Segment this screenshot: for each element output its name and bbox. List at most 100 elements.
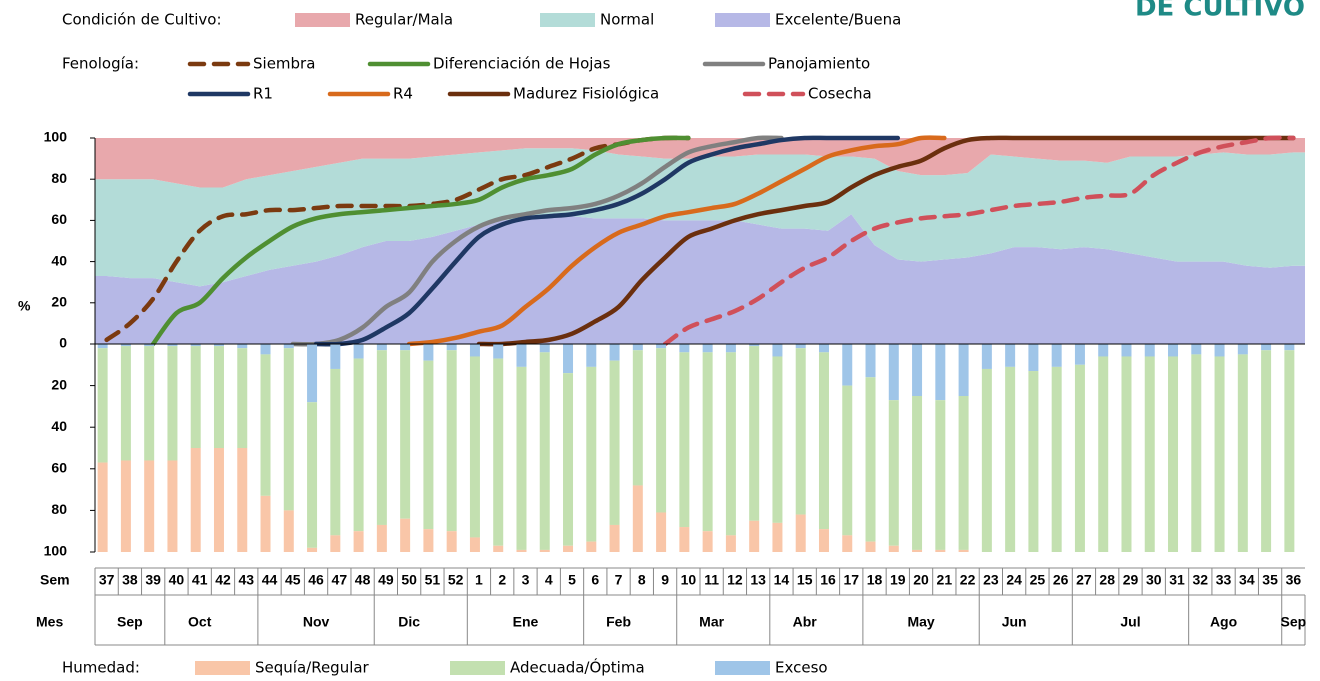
line	[662, 135, 1296, 347]
x-tick-label: 4	[545, 572, 553, 588]
bar	[469, 356, 480, 538]
title-fragment: DE CULTIVO	[1135, 0, 1305, 23]
y-tick-label: 60	[51, 460, 67, 476]
bar	[353, 531, 364, 552]
legend-label: Sequía/Regular	[255, 659, 370, 677]
month-label: Mar	[699, 614, 724, 630]
bar	[190, 346, 201, 448]
bar	[97, 462, 108, 552]
bar	[865, 541, 876, 552]
area	[95, 138, 1305, 188]
month-axis-label: Mes	[36, 614, 63, 630]
y-tick-label: 100	[44, 543, 68, 559]
line	[313, 135, 901, 347]
bar	[353, 358, 364, 532]
y-tick-label: 80	[51, 501, 67, 517]
month-label: Nov	[303, 614, 330, 630]
x-tick-label: 19	[890, 572, 906, 588]
bar	[842, 385, 853, 536]
bar	[1144, 344, 1155, 357]
bar	[330, 368, 341, 536]
bar	[632, 344, 643, 351]
month-label: Abr	[793, 614, 818, 630]
bar	[656, 348, 667, 513]
bar	[237, 344, 248, 349]
bar	[493, 545, 504, 552]
bar	[772, 344, 783, 357]
month-label: Ago	[1210, 614, 1237, 630]
y-tick-label: 100	[44, 129, 68, 145]
bar	[283, 510, 294, 552]
x-tick-label: 26	[1053, 572, 1069, 588]
x-tick-label: 45	[285, 572, 301, 588]
month-label: Feb	[606, 614, 631, 630]
x-tick-label: 31	[1169, 572, 1185, 588]
bar	[656, 512, 667, 552]
bar	[818, 352, 829, 530]
bar	[376, 350, 387, 525]
bar	[1074, 344, 1085, 365]
bar	[307, 402, 318, 548]
bar	[772, 522, 783, 552]
bar	[725, 344, 736, 353]
bar	[865, 377, 876, 542]
bar	[818, 529, 829, 552]
legend-swatch	[715, 13, 770, 27]
bar	[469, 537, 480, 552]
bar	[1028, 371, 1039, 552]
x-tick-label: 11	[704, 572, 719, 588]
bar	[702, 344, 713, 353]
x-tick-label: 12	[727, 572, 743, 588]
x-tick-label: 41	[192, 572, 208, 588]
bar	[888, 400, 899, 546]
bar	[912, 549, 923, 552]
legend-swatch	[295, 13, 350, 27]
bar	[563, 373, 574, 546]
x-tick-label: 47	[332, 572, 348, 588]
y-tick-label: 80	[51, 170, 67, 186]
month-label: Jul	[1120, 614, 1140, 630]
bar	[1121, 356, 1132, 552]
x-tick-label: 28	[1099, 572, 1115, 588]
bar	[935, 549, 946, 552]
x-tick-label: 33	[1216, 572, 1232, 588]
bar	[120, 344, 131, 347]
x-tick-label: 25	[1030, 572, 1046, 588]
bar	[1214, 356, 1225, 552]
bar	[586, 541, 597, 552]
x-tick-label: 13	[750, 572, 766, 588]
y-axis-label: %	[18, 298, 31, 314]
bar	[725, 352, 736, 536]
legend-label: Regular/Mala	[355, 11, 453, 29]
x-tick-label: 38	[122, 572, 138, 588]
x-tick-label: 43	[238, 572, 254, 588]
bar	[865, 344, 876, 378]
bar	[1284, 344, 1295, 351]
bar	[795, 344, 806, 349]
bar	[912, 344, 923, 396]
bar	[144, 346, 155, 461]
legend-label: Exceso	[775, 659, 828, 677]
x-tick-label: 6	[591, 572, 599, 588]
bar	[679, 352, 690, 528]
bar	[725, 535, 736, 552]
legend-label: Cosecha	[808, 85, 872, 103]
bar	[423, 529, 434, 552]
bar	[1237, 354, 1248, 552]
month-label: Dic	[398, 614, 420, 630]
bar	[97, 344, 108, 349]
y-tick-label: 0	[59, 335, 67, 351]
bar	[493, 344, 504, 359]
bar	[539, 352, 550, 550]
x-tick-label: 49	[378, 572, 394, 588]
month-label: Jun	[1002, 614, 1027, 630]
bar	[1214, 344, 1225, 357]
x-tick-label: 2	[498, 572, 506, 588]
x-tick-label: 35	[1262, 572, 1278, 588]
bar	[1191, 344, 1202, 355]
bar	[539, 344, 550, 353]
bar	[213, 346, 224, 448]
bar	[702, 352, 713, 532]
legend-label: Adecuada/Óptima	[510, 658, 645, 677]
